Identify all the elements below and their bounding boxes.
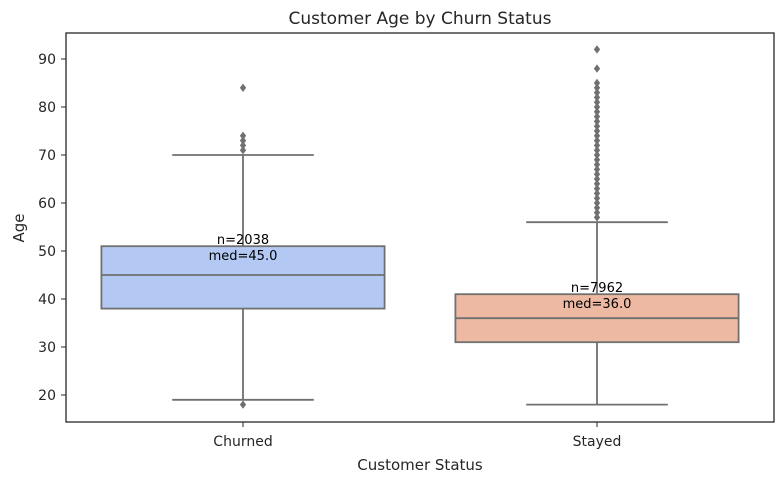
outlier-point xyxy=(593,146,601,155)
outlier-point xyxy=(593,141,601,150)
outlier-point xyxy=(593,64,601,73)
outlier-point xyxy=(593,98,601,107)
outlier-point xyxy=(593,126,601,136)
y-tick-label: 70 xyxy=(38,148,56,164)
x-tick-label: Stayed xyxy=(573,434,622,450)
y-tick-label: 50 xyxy=(38,244,56,260)
plot-frame xyxy=(65,32,775,423)
outlier-point xyxy=(239,141,247,150)
outlier-point xyxy=(593,83,601,92)
outlier-point xyxy=(239,146,247,155)
outlier-point xyxy=(593,131,601,140)
outlier-point xyxy=(593,136,601,145)
y-tick-label: 40 xyxy=(38,292,56,308)
outlier-point xyxy=(593,102,601,112)
outlier-point xyxy=(593,213,601,222)
outlier-point xyxy=(593,88,601,97)
outlier-point xyxy=(239,83,247,92)
outlier-point xyxy=(593,107,601,116)
outlier-point xyxy=(593,78,601,88)
x-axis-label: Customer Status xyxy=(357,456,483,474)
outlier-point xyxy=(593,93,601,102)
annotation-median: med=45.0 xyxy=(209,249,278,264)
annotation-n: n=2038 xyxy=(217,233,269,248)
outlier-point xyxy=(239,136,247,145)
outlier-point xyxy=(593,179,601,188)
chart-title: Customer Age by Churn Status xyxy=(289,9,552,29)
annotation-median: med=36.0 xyxy=(563,297,632,312)
outlier-point xyxy=(593,184,601,193)
outlier-point xyxy=(593,189,601,198)
y-tick-label: 80 xyxy=(38,100,56,116)
y-tick-label: 90 xyxy=(38,52,56,68)
outlier-point xyxy=(593,208,601,217)
box-churned xyxy=(100,245,386,310)
annotation-n: n=7962 xyxy=(571,281,623,296)
outlier-point xyxy=(593,155,601,164)
outlier-point xyxy=(593,170,601,179)
y-tick-label: 20 xyxy=(38,388,56,404)
outlier-point xyxy=(593,198,601,208)
outlier-point xyxy=(593,174,601,184)
y-tick-label: 60 xyxy=(38,196,56,212)
outlier-point xyxy=(239,131,247,140)
x-tick-label: Churned xyxy=(213,434,272,450)
outlier-point xyxy=(593,112,601,121)
outlier-point xyxy=(593,194,601,203)
y-tick-label: 30 xyxy=(38,340,56,356)
outlier-point xyxy=(593,117,601,126)
y-axis-label: Age xyxy=(10,213,28,242)
outlier-point xyxy=(239,400,247,409)
outlier-point xyxy=(593,165,601,174)
outlier-point xyxy=(593,203,601,212)
outlier-point xyxy=(593,122,601,131)
outlier-point xyxy=(593,150,601,160)
outlier-point xyxy=(593,45,601,54)
outlier-point xyxy=(593,160,601,169)
